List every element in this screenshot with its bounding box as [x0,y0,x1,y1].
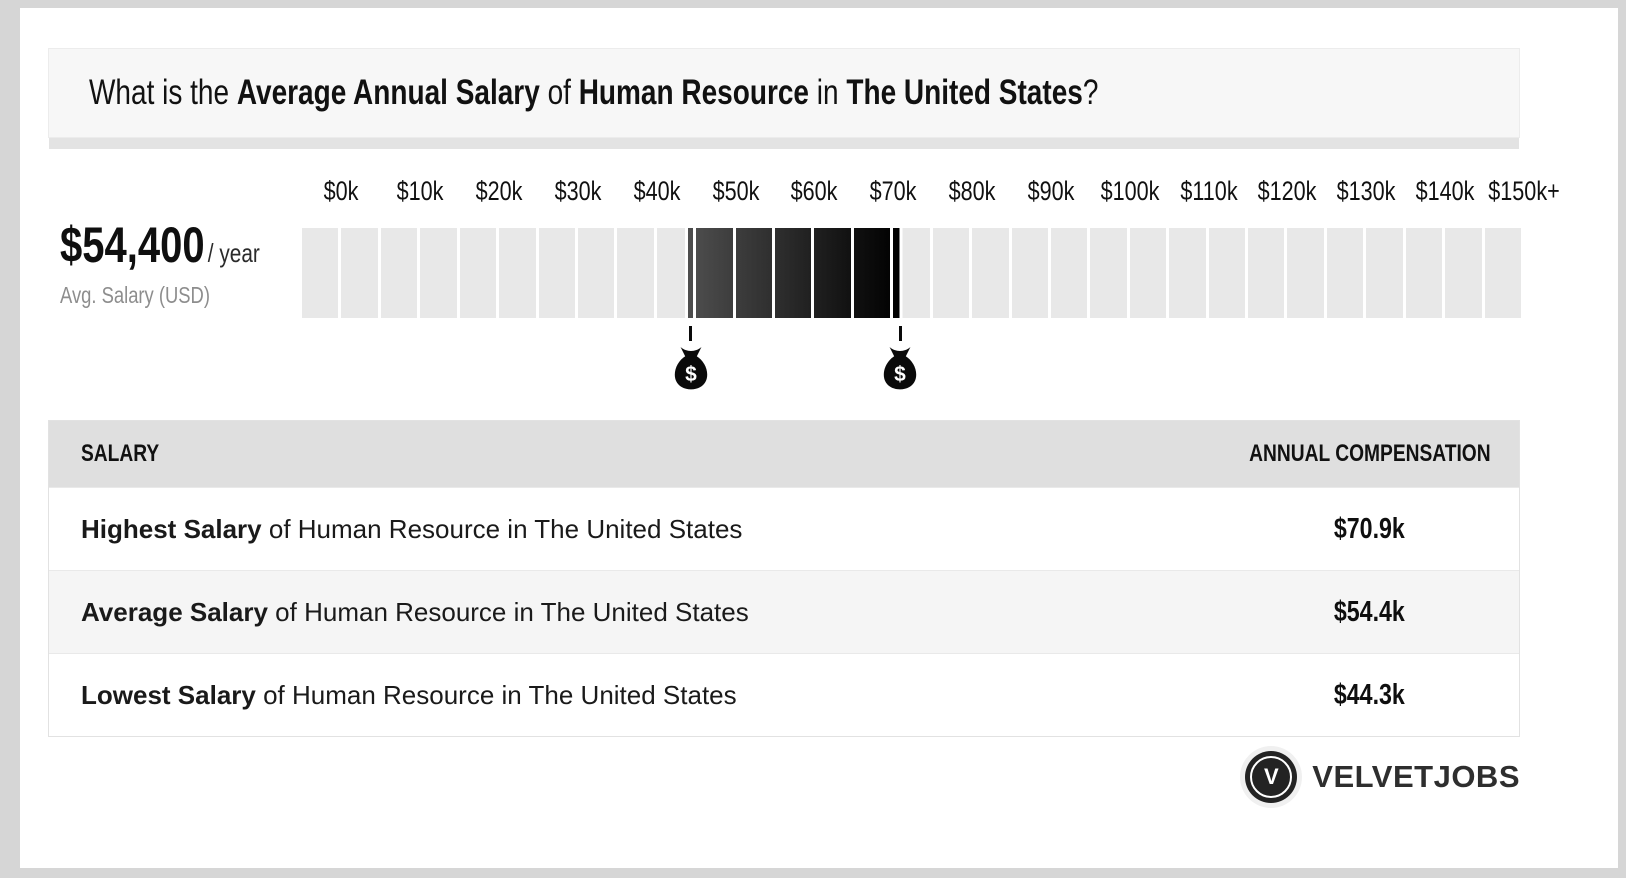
table-row-value: $54.4k [1333,595,1405,628]
salary-cell [1169,228,1206,318]
average-salary-amount: $54,400 [60,217,205,273]
salary-cell [1366,228,1403,318]
salary-cell [853,228,891,318]
salary-cell [1287,228,1324,318]
axis-tick-label: $80k [948,176,996,206]
salary-cell [577,228,615,318]
axis-tick-label: $90k [1027,176,1075,206]
axis-tick-label: $100k [1100,176,1160,206]
table-row-label: Average Salary of Human Resource in The … [81,596,749,627]
axis-tick-label: $110k [1180,176,1238,206]
axis-tick-label: $10k [396,176,444,206]
axis-tick-label: $130k [1336,176,1396,206]
salary-cell [538,228,575,318]
table-row-value: $44.3k [1333,678,1405,711]
average-salary-period: / year [207,238,260,268]
money-bag-icon: $ [884,347,917,390]
logo-ring: V [1250,756,1293,798]
axis-tick-label: $120k [1258,176,1317,206]
salary-cell [380,228,418,318]
money-bag-marker: $ [879,322,921,392]
salary-cell [617,228,654,318]
table-row: Average Salary of Human Resource in The … [49,570,1519,653]
money-bag-icon: $ [674,347,707,390]
average-salary-stat: $54,400/ year Avg. Salary (USD) [60,220,300,309]
title-card: What is the Average Annual Salary of Hum… [48,48,1520,138]
salary-cell [1129,228,1167,318]
salary-cell [696,228,733,318]
salary-cell [459,228,497,318]
salary-bar [302,228,1524,318]
axis-labels: $0k $10k $20k $30k $40k $50k $60k $70k $80k $90k $… [302,176,1560,212]
salary-cell [972,228,1009,318]
svg-text:$: $ [895,363,907,386]
axis-tick-label: $70k [869,176,917,206]
table-row-label: Lowest Salary of Human Resource in The U… [81,679,737,710]
axis-tick-label: $50k [712,176,760,206]
salary-cell [893,228,930,318]
salary-cell [341,228,378,318]
axis-tick-label: $40k [633,176,681,206]
logo-letter: V [1263,764,1279,789]
table-row: Highest Salary of Human Resource in The … [49,487,1519,570]
table-row-value: $70.9k [1333,512,1405,545]
salary-cell [499,228,536,318]
salary-cell [1326,228,1364,318]
salary-cell [814,228,851,318]
salary-cell [1208,228,1246,318]
salary-cell [420,228,457,318]
salary-cell [302,228,339,318]
salary-cell [1405,228,1443,318]
salary-cell [735,228,773,318]
marker-tick [689,326,693,341]
table-header-compensation: ANNUAL COMPENSATION [1249,440,1491,467]
salary-cell [1248,228,1285,318]
salary-cell [1090,228,1127,318]
axis-tick-label: $0k [323,176,359,206]
axis-tick-label: $60k [791,176,838,206]
axis-tick-label: $150k+ [1488,176,1560,206]
table-header-salary: SALARY [81,440,160,467]
infographic-card: What is the Average Annual Salary of Hum… [20,8,1618,868]
average-salary-caption: Avg. Salary (USD) [60,282,210,308]
svg-text:$: $ [685,363,697,386]
salary-cell [775,228,812,318]
salary-cell [932,228,970,318]
salary-cell [1050,228,1088,318]
salary-cell [1484,228,1521,318]
money-bag-marker: $ [670,322,712,392]
range-markers: $ $ [302,322,1524,408]
marker-tick [898,326,902,341]
salary-cell [1011,228,1048,318]
table-row: Lowest Salary of Human Resource in The U… [49,653,1519,736]
salary-cell [656,228,694,318]
brand-row: V VELVETJOBS [1245,748,1520,806]
axis-tick-label: $30k [554,176,602,206]
page-title: What is the Average Annual Salary of Hum… [89,73,1099,112]
table-row-label: Highest Salary of Human Resource in The … [81,513,743,544]
velvetjobs-logo-icon: V [1245,751,1298,803]
brand-name: VELVETJOBS [1312,759,1520,794]
salary-cell [1445,228,1482,318]
axis-tick-label: $140k [1415,176,1475,206]
axis-tick-label: $20k [475,176,523,206]
average-salary-line: $54,400/ year [60,220,300,270]
table-header-row: SALARY ANNUAL COMPENSATION [49,421,1519,487]
salary-table: SALARY ANNUAL COMPENSATION Highest Salar… [48,420,1520,737]
